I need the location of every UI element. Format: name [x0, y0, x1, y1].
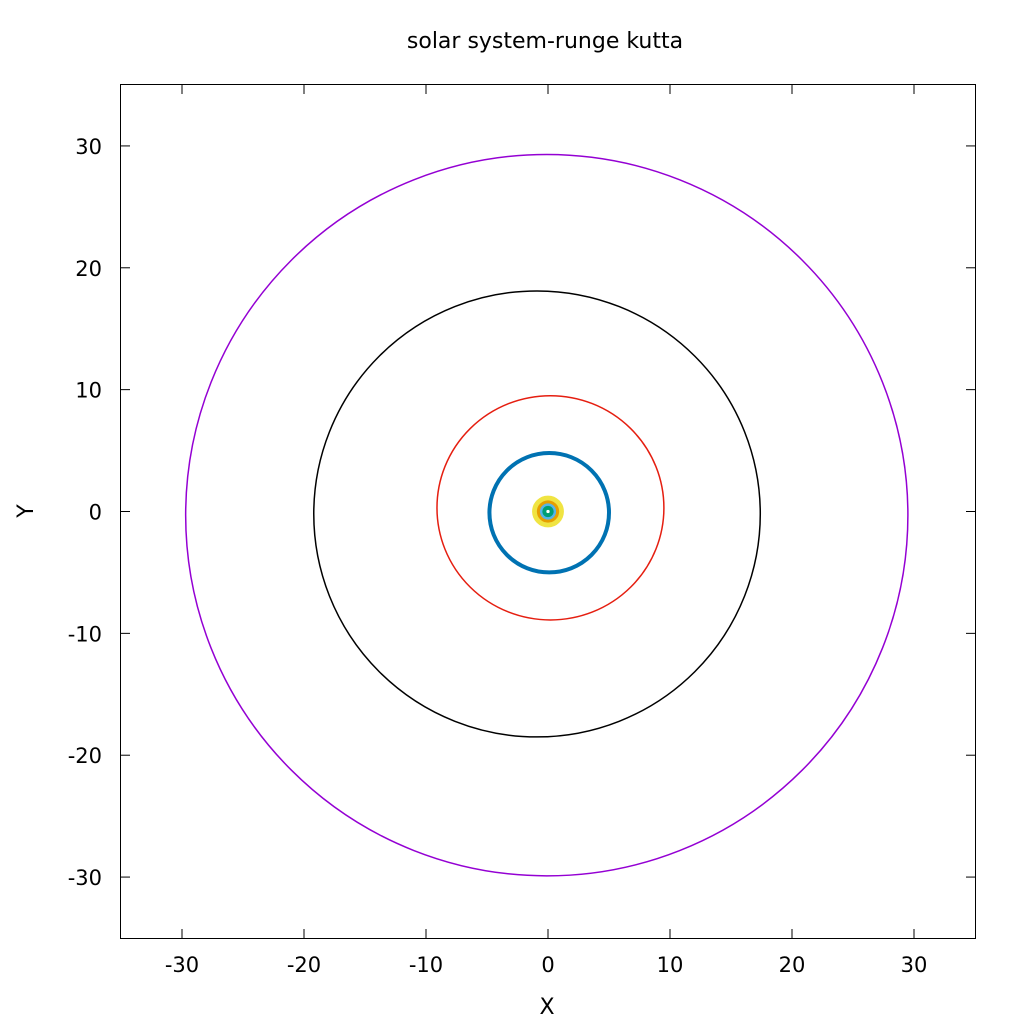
x-tick-label: 10 — [657, 953, 684, 977]
orbit-series-6 — [536, 500, 560, 523]
orbit-series-3 — [436, 394, 665, 621]
y-tick-label: 20 — [75, 257, 102, 281]
chart-title: solar system-runge kutta — [407, 29, 683, 54]
y-tick-label: 10 — [75, 379, 102, 403]
x-tick-label: -20 — [287, 953, 321, 977]
y-axis-label: Y — [14, 504, 39, 519]
orbit-series-2 — [313, 290, 762, 738]
orbits-group — [184, 153, 909, 877]
y-tick-label: -10 — [68, 622, 102, 646]
orbit-series-5 — [532, 495, 564, 528]
x-axis-ticks: -30 -20 -10 0 10 20 30 — [165, 85, 928, 977]
orbit-series-1 — [184, 153, 909, 877]
y-tick-label: -30 — [68, 866, 102, 890]
x-tick-label: 20 — [779, 953, 806, 977]
plot-frame — [120, 84, 976, 939]
y-tick-label: 0 — [89, 501, 102, 525]
x-tick-label: -10 — [409, 953, 443, 977]
orbit-series-7 — [539, 503, 557, 520]
y-axis-ticks: -30 -20 -10 0 10 20 30 — [68, 135, 975, 890]
y-tick-label: -20 — [68, 744, 102, 768]
orbit-series-8 — [542, 505, 554, 518]
x-tick-label: 30 — [901, 953, 928, 977]
x-tick-label: 0 — [541, 953, 554, 977]
y-tick-label: 30 — [75, 135, 102, 159]
x-tick-label: -30 — [165, 953, 199, 977]
x-axis-label: X — [539, 995, 554, 1020]
orbit-series-4 — [487, 451, 611, 575]
